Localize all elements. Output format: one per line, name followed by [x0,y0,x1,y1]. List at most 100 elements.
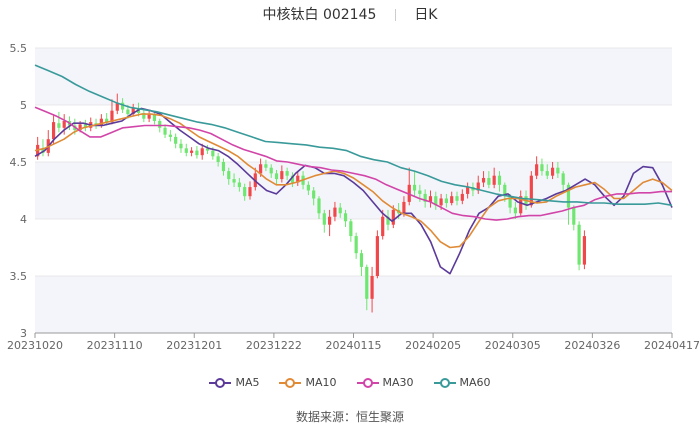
candle-down [434,196,438,206]
candle-down [338,207,342,214]
background-bands [35,48,672,333]
candle-down [120,102,125,110]
candle-up [147,114,151,119]
candle-down [126,109,130,115]
candle-up [110,110,114,123]
candle-down [237,182,241,188]
ma-line-ma5 [34,107,673,275]
candle-down [57,123,61,128]
candle-up [492,175,496,185]
y-tick-label: 4.5 [10,156,28,169]
candle-up [529,175,533,206]
legend-item-ma10[interactable]: MA10 [279,376,337,389]
legend-item-ma30[interactable]: MA30 [356,376,414,389]
legend-item-ma5[interactable]: MA5 [209,376,259,389]
x-tick-label: 20240326 [564,339,620,352]
candle-up [259,164,263,174]
candle-up [333,207,337,217]
kline-chart: 33.544.555.5 20231020 20231110 20231201 202… [7,42,700,352]
y-tick-label: 5.5 [10,42,28,55]
candle-down [83,124,88,128]
candle-down [540,164,544,172]
candle-down [195,150,199,156]
legend-label: MA5 [235,376,260,389]
candle-down [179,143,183,149]
candle-down [577,224,581,265]
candle-down [306,184,310,191]
candle-down [545,171,549,176]
candle-up [439,198,443,206]
candlesticks [36,93,587,313]
x-tick-label: 20231201 [166,339,222,352]
candle-up [466,187,470,194]
candle-down [158,120,162,128]
candle-down [317,198,321,214]
band [35,48,672,105]
candle-down [497,175,502,185]
candle-up [190,150,194,153]
candle-up [391,209,395,225]
candle-down [412,184,417,191]
candle-up [115,102,119,111]
candle-up [476,182,480,191]
candle-down [290,175,295,183]
candle-up [200,148,204,156]
candle-down [572,207,576,225]
candle-down [423,193,427,202]
candle-down [211,150,215,157]
candle-down [142,112,146,119]
candle-down [444,198,448,204]
candle-down [455,196,459,201]
candle-down [513,207,517,214]
candle-up [131,108,135,115]
candle-down [216,156,220,162]
candle-down [274,173,279,180]
x-tick-label: 20240305 [485,339,541,352]
band [35,276,672,333]
legend-swatch [209,377,232,388]
candle-up [375,236,379,276]
candle-down [322,213,326,225]
x-tick-label: 20240205 [405,339,461,352]
candle-down [41,148,45,153]
period-label: 日K [414,7,438,23]
candle-up [99,118,103,126]
candle-down [227,171,231,180]
candle-up [519,196,523,214]
candle-up [402,201,406,214]
candle-down [365,266,369,299]
x-axis: 20231020 20231110 20231201 20231222 20240115… [7,332,700,352]
x-tick-label: 20231222 [246,339,302,352]
legend-swatch [433,377,456,388]
y-axis: 3 3.5 4 4.5 5 5.5 [10,42,28,340]
candle-down [561,173,565,185]
candle-down [487,177,491,185]
candle-down [349,221,353,237]
data-source: 数据来源：恒生聚源 [295,410,404,424]
legend-item-ma60[interactable]: MA60 [433,376,491,389]
legend-marker [439,377,450,388]
candle-down [359,253,364,267]
candle-up [407,184,411,202]
candle-down [566,184,571,208]
candle-down [221,162,226,172]
legend-marker [215,377,226,388]
legend: MA5 MA10 MA30 MA60 [0,376,700,391]
ma-line-ma60 [34,64,673,207]
x-tick-label: 20240115 [326,339,382,352]
y-tick-label: 5 [20,99,27,112]
candle-up [582,236,587,265]
candle-down [343,213,348,222]
candle-up [328,216,332,225]
legend-label: MA10 [305,376,337,389]
candle-down [556,167,560,174]
candle-up [248,187,252,197]
candle-up [51,122,56,140]
ma-lines [34,64,673,275]
y-tick-label: 3 [20,327,27,340]
candle-up [78,124,82,131]
candle-down [312,190,316,199]
candle-down [285,171,289,176]
y-tick-label: 4 [20,213,27,226]
